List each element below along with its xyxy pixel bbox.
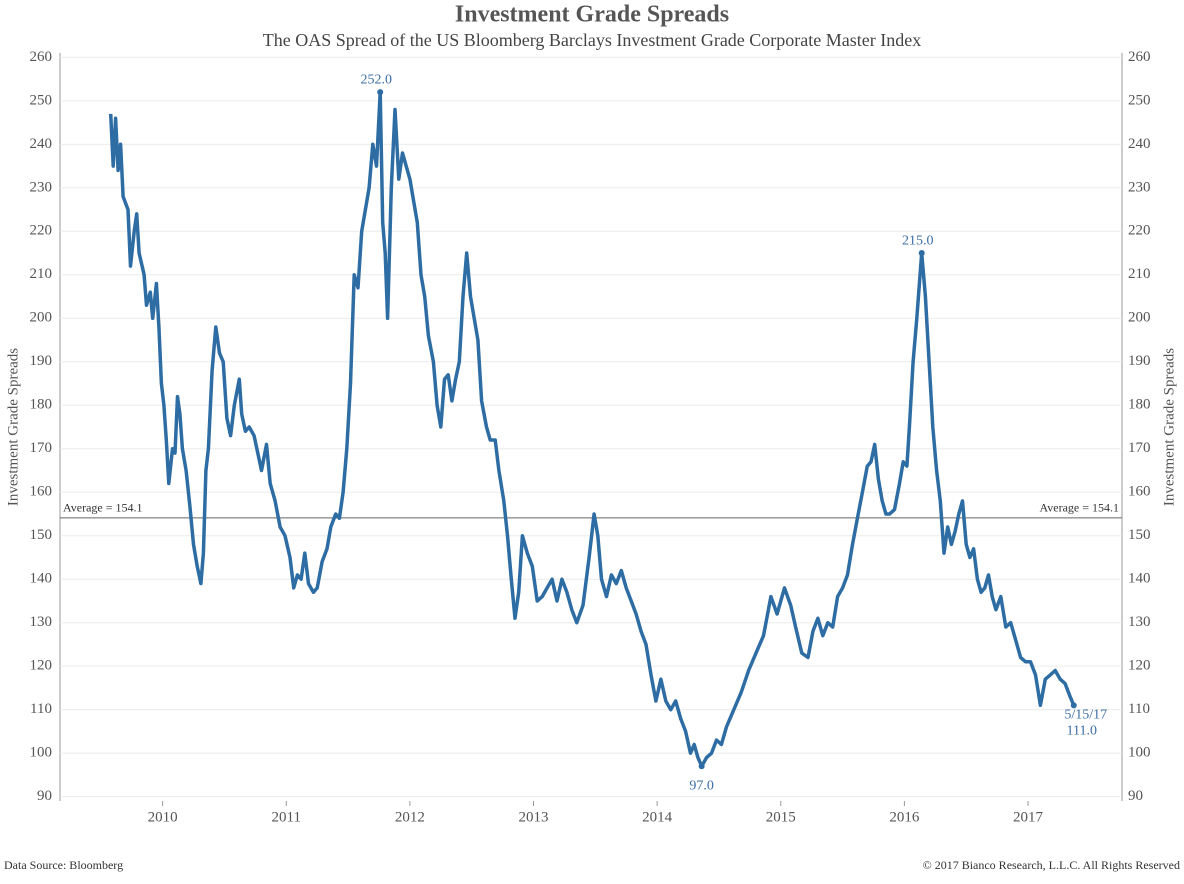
y-tick-label: 210 <box>30 266 53 282</box>
y2-tick-label: 250 <box>1128 92 1151 108</box>
y2-tick-label: 150 <box>1128 527 1151 543</box>
y-tick-label: 260 <box>30 49 53 65</box>
spread-line <box>108 90 1076 768</box>
annotation-date: 5/15/17 <box>1064 708 1107 723</box>
annotation-point <box>698 763 705 770</box>
average-label: Average = 154.1 <box>63 501 143 515</box>
y-tick-label: 170 <box>30 440 53 456</box>
x-tick-label: 2011 <box>272 809 301 825</box>
y-tick-label: 160 <box>30 484 53 500</box>
y2-tick-label: 160 <box>1128 484 1151 500</box>
average-label: Average = 154.1 <box>1039 501 1119 515</box>
annotation-label: 111.0 <box>1067 724 1097 739</box>
x-tick-label: 2015 <box>766 809 796 825</box>
y2-tick-label: 170 <box>1128 440 1151 456</box>
y-tick-label: 220 <box>30 223 53 239</box>
x-tick-label: 2016 <box>889 809 920 825</box>
y-tick-label: 180 <box>30 397 53 413</box>
annotation-point <box>377 89 384 96</box>
annotation-label: 252.0 <box>360 72 392 87</box>
y2-tick-label: 190 <box>1128 353 1151 369</box>
y-tick-label: 110 <box>30 701 52 717</box>
y2-tick-label: 90 <box>1128 788 1143 804</box>
y2-tick-label: 110 <box>1128 701 1150 717</box>
annotation-label: 215.0 <box>902 233 934 248</box>
chart-title: Investment Grade Spreads <box>455 2 729 28</box>
y2-tick-label: 230 <box>1128 179 1151 195</box>
chart-subtitle: The OAS Spread of the US Bloomberg Barcl… <box>263 30 922 50</box>
y2-tick-label: 100 <box>1128 745 1151 761</box>
y2-axis-label: Investment Grade Spreads <box>1161 348 1177 506</box>
y2-tick-label: 220 <box>1128 223 1151 239</box>
x-tick-label: 2013 <box>519 809 549 825</box>
x-tick-label: 2014 <box>642 809 673 825</box>
y2-tick-label: 240 <box>1128 136 1151 152</box>
y-axis-label: Investment Grade Spreads <box>5 348 21 506</box>
y-tick-label: 150 <box>30 527 53 543</box>
y-tick-label: 90 <box>37 788 52 804</box>
y-tick-label: 190 <box>30 353 53 369</box>
y-tick-label: 120 <box>30 658 53 674</box>
annotation-point <box>1070 702 1077 709</box>
annotation-point <box>918 250 925 257</box>
y2-tick-label: 260 <box>1128 49 1151 65</box>
y-tick-label: 100 <box>30 745 53 761</box>
y2-tick-label: 210 <box>1128 266 1151 282</box>
y-tick-label: 130 <box>30 614 53 630</box>
y-tick-label: 230 <box>30 179 53 195</box>
y2-tick-label: 130 <box>1128 614 1151 630</box>
y-tick-label: 200 <box>30 310 53 326</box>
y2-tick-label: 120 <box>1128 658 1151 674</box>
x-tick-label: 2010 <box>148 809 178 825</box>
x-tick-label: 2012 <box>395 809 425 825</box>
y-tick-label: 140 <box>30 571 53 587</box>
x-tick-label: 2017 <box>1013 809 1044 825</box>
y-tick-label: 250 <box>30 92 53 108</box>
y2-tick-label: 180 <box>1128 397 1151 413</box>
y2-tick-label: 140 <box>1128 571 1151 587</box>
y2-tick-label: 200 <box>1128 310 1151 326</box>
y-tick-label: 240 <box>30 136 53 152</box>
source-note: Data Source: Bloomberg <box>4 858 123 872</box>
copyright-note: © 2017 Bianco Research, L.L.C. All Right… <box>923 858 1180 872</box>
annotation-label: 97.0 <box>689 778 714 793</box>
